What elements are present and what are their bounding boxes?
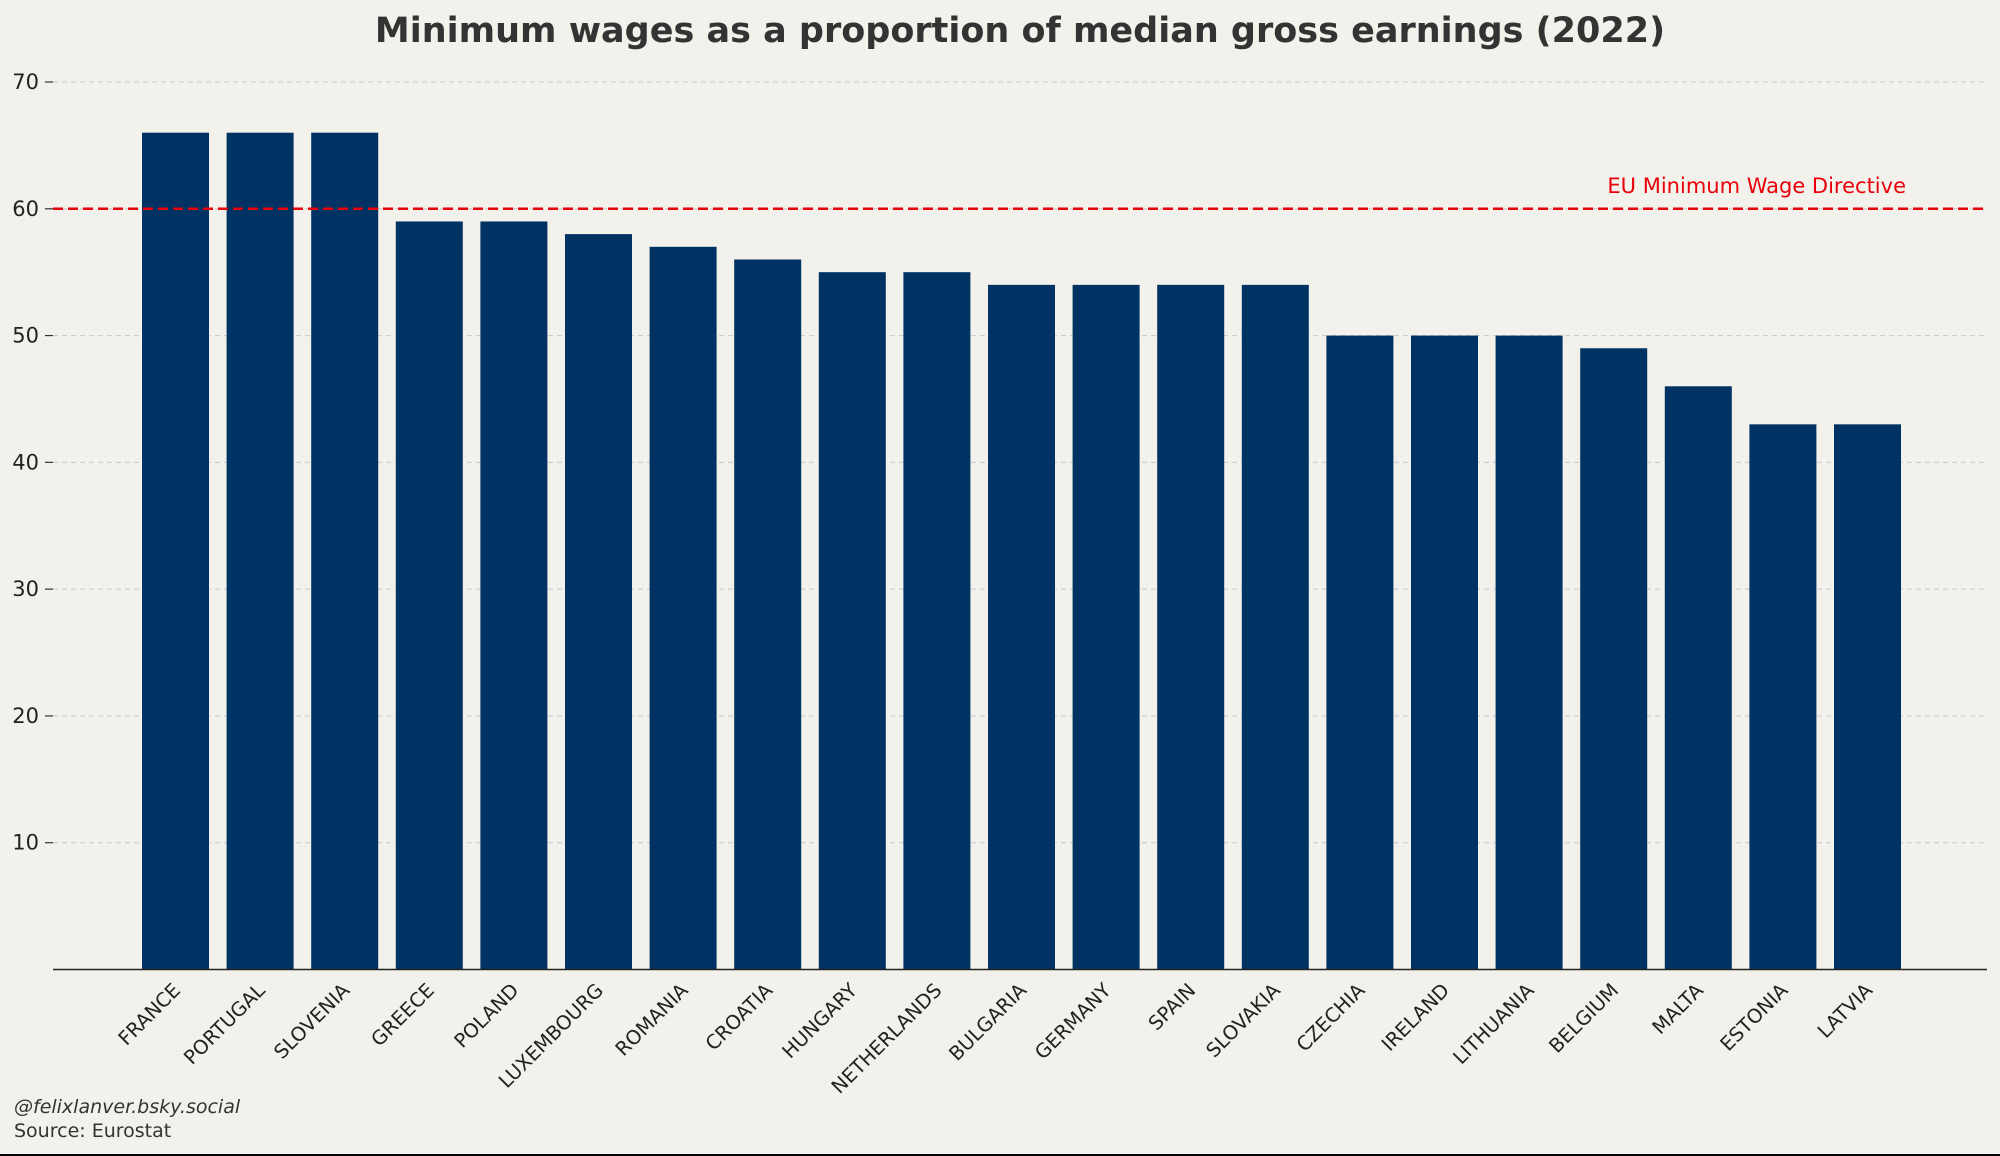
x-tick-label: SLOVAKIA	[1201, 978, 1285, 1062]
x-tick-label: ESTONIA	[1716, 978, 1793, 1055]
bar-slovenia	[311, 132, 379, 970]
x-tick-label: BELGIUM	[1544, 979, 1623, 1058]
bar-croatia	[734, 259, 802, 970]
chart-title: Minimum wages as a proportion of median …	[375, 11, 1665, 51]
x-tick-label: IRELAND	[1377, 979, 1454, 1056]
bar-romania	[649, 246, 717, 970]
bar-germany	[1072, 284, 1140, 970]
y-tick-label: 50	[12, 324, 39, 348]
x-tick-label: POLAND	[450, 979, 524, 1053]
bar-poland	[480, 221, 548, 970]
bar-slovakia	[1241, 284, 1309, 970]
x-tick-label: LITHUANIA	[1448, 978, 1539, 1069]
x-tick-label: HUNGARY	[778, 979, 862, 1063]
bar-czechia	[1326, 335, 1394, 970]
x-tick-label: CZECHIA	[1292, 978, 1370, 1056]
bar-france	[142, 132, 209, 970]
bar-latvia	[1834, 424, 1901, 970]
x-tick-label: GREECE	[367, 979, 439, 1051]
y-tick-label: 60	[12, 197, 39, 221]
y-tick-label: 20	[12, 704, 39, 728]
y-tick-label: 40	[12, 450, 39, 474]
bar-greece	[395, 221, 463, 970]
y-tick-label: 70	[12, 70, 39, 94]
bar-estonia	[1749, 424, 1817, 970]
bar-ireland	[1411, 335, 1478, 970]
credit-text: @felixlanver.bsky.social	[14, 1096, 241, 1118]
source-text: Source: Eurostat	[14, 1120, 172, 1142]
x-tick-label: GERMANY	[1030, 979, 1115, 1064]
y-tick-label: 30	[12, 577, 39, 601]
bar-malta	[1664, 386, 1732, 970]
x-tick-label: MALTA	[1648, 978, 1709, 1039]
bar-luxembourg	[565, 234, 632, 970]
x-tick-label: SPAIN	[1144, 979, 1200, 1035]
bar-portugal	[226, 132, 294, 970]
bar-lithuania	[1495, 335, 1563, 970]
x-tick-label: CROATIA	[701, 978, 778, 1055]
x-tick-label: BULGARIA	[944, 978, 1031, 1065]
x-tick-label: FRANCE	[114, 979, 185, 1050]
x-tick-label: PORTUGAL	[179, 979, 269, 1069]
bar-belgium	[1580, 348, 1648, 970]
bar-netherlands	[903, 272, 971, 970]
y-tick-label: 10	[12, 831, 39, 855]
x-tick-label: ROMANIA	[611, 978, 693, 1060]
x-tick-label: LATVIA	[1813, 978, 1877, 1042]
bar-spain	[1157, 284, 1225, 970]
x-tick-label: SLOVENIA	[269, 978, 354, 1063]
reference-line-label: EU Minimum Wage Directive	[1607, 174, 1906, 198]
bar-bulgaria	[988, 284, 1055, 970]
bar-hungary	[818, 272, 886, 970]
